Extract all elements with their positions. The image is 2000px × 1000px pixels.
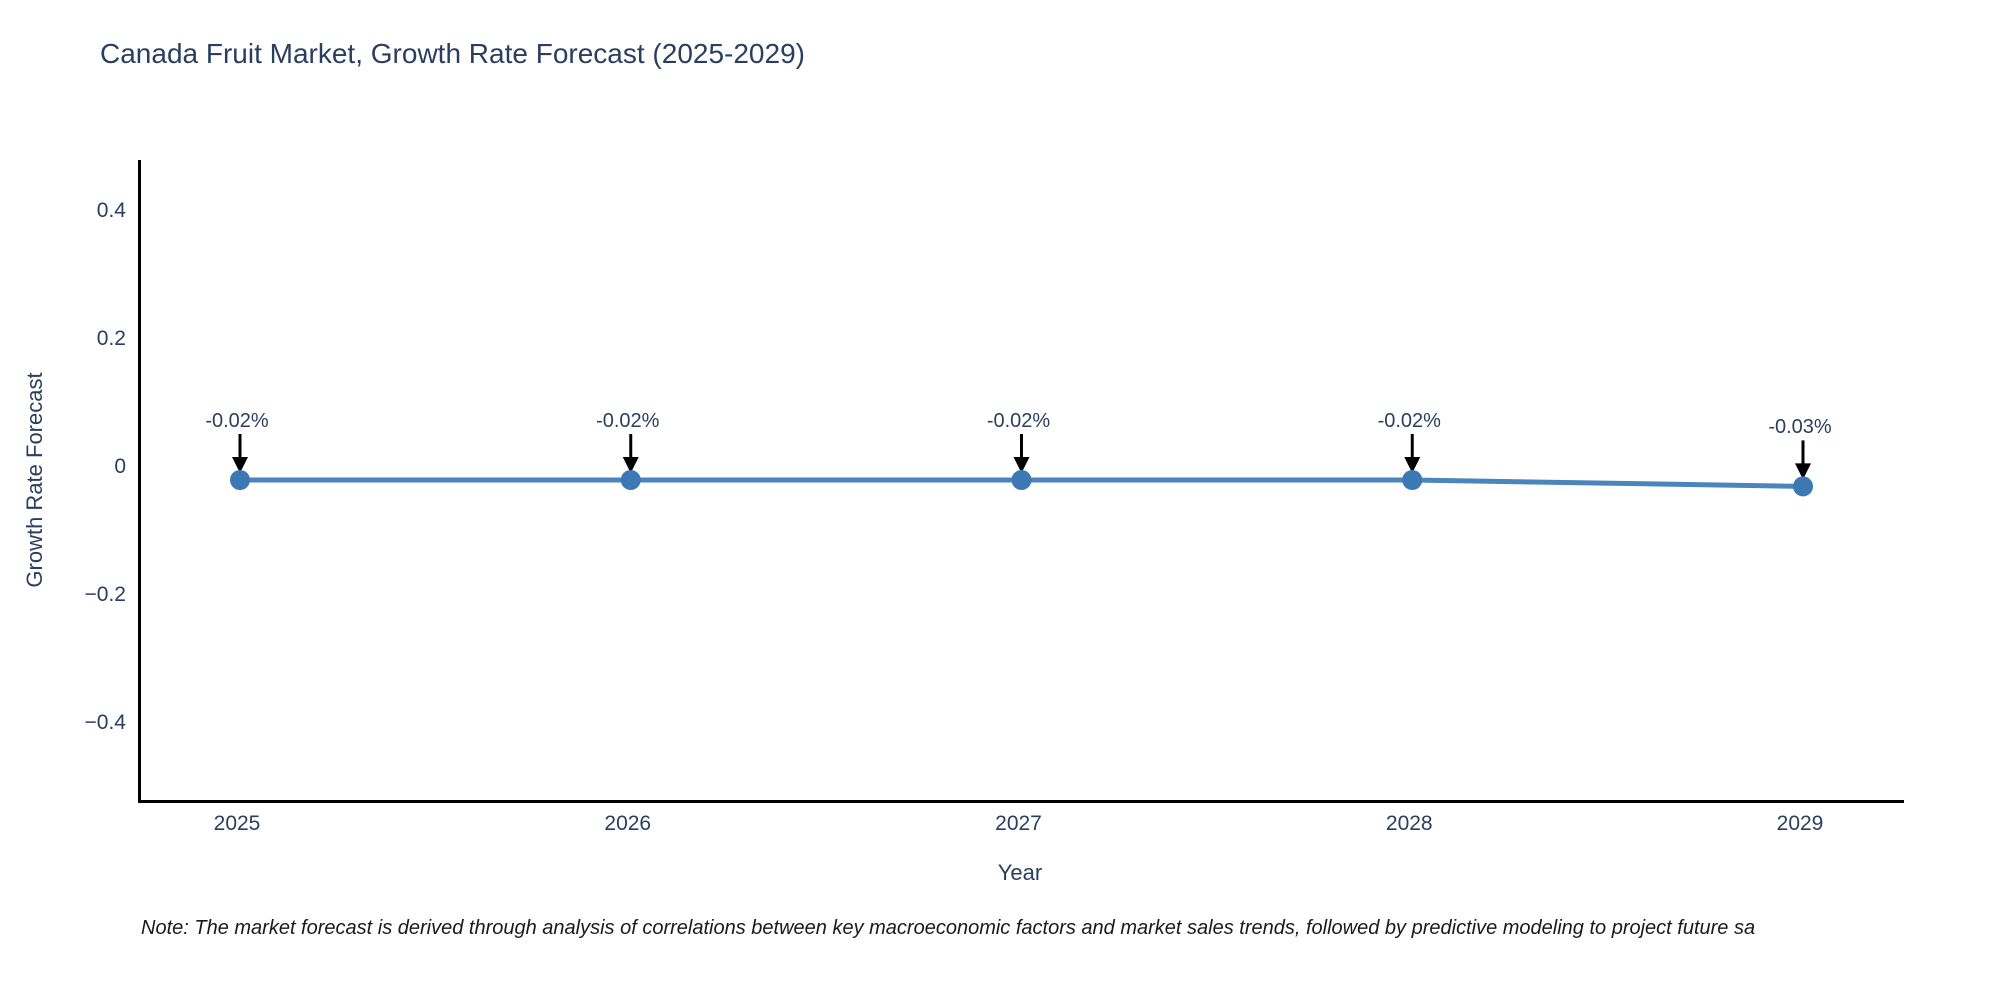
y-tick-label: −0.4 [84, 711, 126, 735]
point-annotation-label: -0.02% [986, 410, 1051, 432]
annotation-arrowhead [1404, 457, 1421, 473]
annotation-arrowhead [232, 457, 248, 473]
y-tick-label: 0.4 [96, 199, 126, 223]
y-tick-label: 0.2 [96, 327, 126, 351]
footnote: Note: The market forecast is derived thr… [141, 917, 1756, 939]
data-point-marker[interactable] [1793, 476, 1813, 497]
data-point-marker[interactable] [1011, 470, 1032, 490]
plot-area [138, 160, 1904, 803]
annotation-arrowhead [622, 457, 639, 473]
annotation-arrowhead [1013, 457, 1030, 473]
chart-title: Canada Fruit Market, Growth Rate Forecas… [100, 38, 805, 69]
x-tick-label: 2026 [604, 812, 652, 835]
y-tick-label: −0.2 [84, 583, 126, 607]
point-annotation-label: -0.02% [205, 410, 269, 432]
data-point-marker[interactable] [230, 470, 250, 490]
x-tick-label: 2028 [1385, 812, 1433, 835]
y-tick-label: 0 [114, 455, 126, 479]
point-annotation-label: -0.02% [1377, 410, 1441, 432]
x-tick-label: 2025 [213, 812, 261, 835]
x-axis-title: Year [997, 860, 1043, 885]
line-series-canvas [230, 434, 1813, 497]
point-annotation-label: -0.02% [596, 410, 660, 432]
point-annotation-label: -0.03% [1768, 416, 1832, 439]
x-tick-label: 2029 [1776, 812, 1824, 835]
data-point-marker[interactable] [1402, 470, 1423, 490]
data-point-marker[interactable] [620, 470, 641, 490]
x-tick-label: 2027 [995, 812, 1042, 835]
annotation-arrowhead [1795, 463, 1811, 480]
